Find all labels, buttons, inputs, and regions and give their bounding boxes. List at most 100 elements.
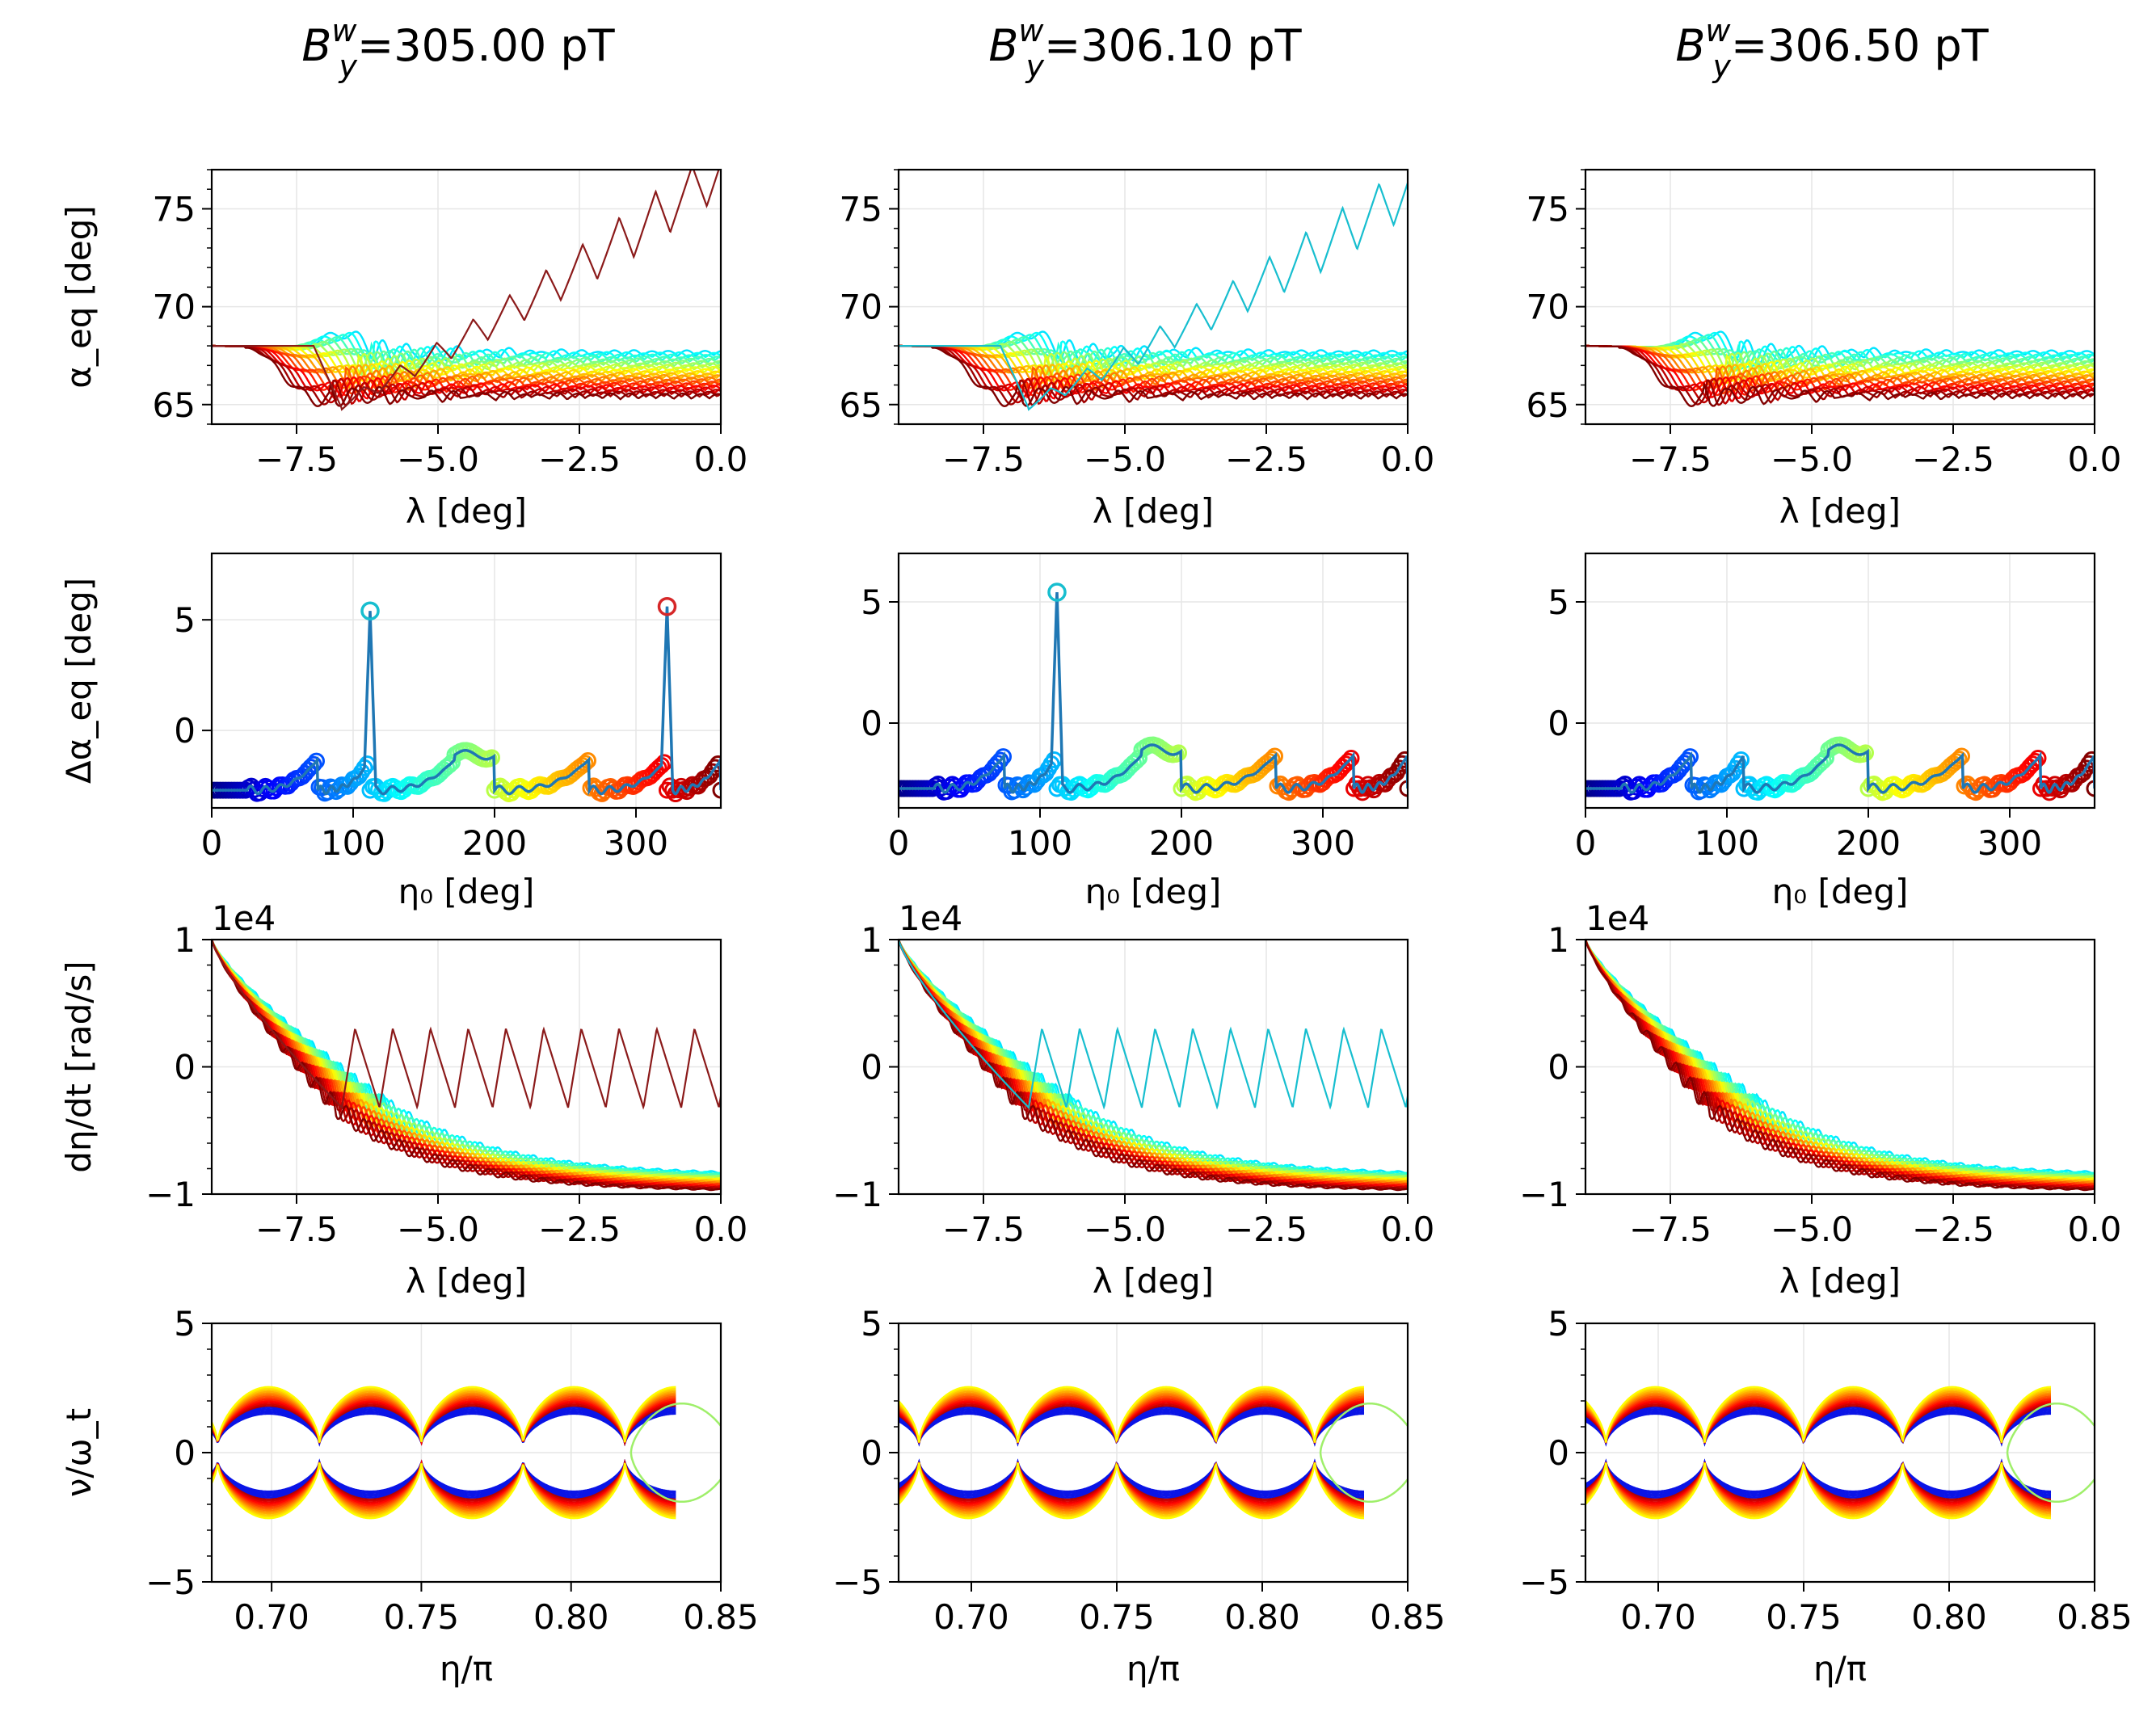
deta-dt-curve bbox=[1585, 940, 2095, 1175]
x-tick-label: −5.0 bbox=[1771, 440, 1853, 479]
plot-area bbox=[899, 583, 1408, 801]
y-tick-label: 5 bbox=[861, 583, 882, 622]
delta-alpha-point bbox=[712, 781, 721, 799]
panel-r0-c1: −7.5 −5.0 −2.5 0.0 65 70 75 λ [deg] bbox=[840, 168, 1435, 531]
x-tick-label: −2.5 bbox=[1225, 440, 1307, 479]
deta-dt-curve bbox=[1585, 940, 2095, 1176]
phase-trajectory bbox=[212, 1462, 676, 1515]
x-tick-label: 0.80 bbox=[1224, 1597, 1300, 1637]
x-tick-label: 0.0 bbox=[694, 440, 748, 479]
offset-label: 1e4 bbox=[212, 898, 276, 938]
phase-trajectory bbox=[212, 1458, 676, 1499]
x-tick-label: 0.70 bbox=[933, 1597, 1009, 1637]
phase-trajectory bbox=[212, 1458, 676, 1495]
delta-alpha-point bbox=[1125, 755, 1142, 772]
y-tick-label: 75 bbox=[153, 189, 196, 229]
y-tick-label: 65 bbox=[153, 385, 196, 425]
plot-area bbox=[1585, 736, 2095, 801]
delta-alpha-point bbox=[1393, 755, 1408, 772]
delta-alpha-line bbox=[899, 591, 1408, 794]
panel-r3-c1: 0.70 0.75 0.80 0.85 −5 0 5 η/π bbox=[832, 1304, 1446, 1689]
separatrix-loop bbox=[2006, 1452, 2095, 1504]
axes-frame bbox=[210, 168, 722, 426]
offset-label: 1e4 bbox=[1585, 898, 1649, 938]
deta-dt-curve bbox=[212, 940, 721, 1192]
phase-trajectory bbox=[212, 1400, 676, 1446]
alpha-eq-curve bbox=[212, 344, 721, 380]
x-tick-label: −2.5 bbox=[1225, 1209, 1307, 1249]
alpha-eq-curve bbox=[212, 344, 721, 406]
alpha-eq-curve bbox=[899, 344, 1408, 385]
x-tick-label: −7.5 bbox=[255, 440, 338, 479]
y-tick-label: −1 bbox=[832, 1175, 882, 1214]
x-tick-label: 0.0 bbox=[2068, 440, 2122, 479]
phase-trajectory bbox=[1585, 1462, 2051, 1520]
peak-marker bbox=[1047, 583, 1067, 602]
x-tick-label: 0 bbox=[201, 823, 223, 863]
delta-alpha-point bbox=[1399, 780, 1408, 797]
plot-area bbox=[1585, 1386, 2095, 1520]
y-tick-label: 75 bbox=[840, 189, 882, 229]
delta-alpha-point bbox=[2086, 780, 2095, 797]
x-axis-label: η/π bbox=[1126, 1649, 1180, 1689]
delta-alpha-line bbox=[212, 606, 721, 796]
x-tick-label: 100 bbox=[1695, 823, 1759, 863]
delta-alpha-point bbox=[1334, 758, 1351, 776]
column-title-1: Bw y=305.00 pT bbox=[301, 13, 615, 84]
alpha-eq-curve bbox=[899, 344, 1408, 397]
peak-marker bbox=[360, 601, 380, 620]
phase-trajectory bbox=[212, 1462, 676, 1508]
plot-area bbox=[899, 1386, 1408, 1520]
x-axis-label: η₀ [deg] bbox=[398, 872, 535, 911]
x-axis-label: λ [deg] bbox=[406, 1261, 527, 1301]
x-tick-label: −7.5 bbox=[942, 440, 1025, 479]
column-title-3: Bw y=306.50 pT bbox=[1675, 13, 1989, 84]
escaping-curve bbox=[212, 170, 720, 411]
x-axis-label: η₀ [deg] bbox=[1085, 872, 1222, 911]
x-tick-label: 0.80 bbox=[1911, 1597, 1987, 1637]
x-tick-label: 300 bbox=[1977, 823, 2042, 863]
deta-dt-curve bbox=[899, 940, 1408, 1176]
alpha-eq-curve bbox=[899, 344, 1408, 408]
y-tick-label: −1 bbox=[145, 1175, 196, 1214]
phase-trajectory bbox=[212, 1462, 676, 1510]
alpha-eq-curve bbox=[1585, 344, 2095, 405]
column-title-2: Bw y=306.10 pT bbox=[988, 13, 1302, 84]
delta-alpha-point bbox=[642, 768, 659, 785]
y-tick-label: −1 bbox=[1519, 1175, 1569, 1214]
delta-alpha-point bbox=[1342, 750, 1360, 768]
panel-r2-c0: −7.5 −5.0 −2.5 0.0 −1 0 1 λ [deg] 1e4 dη/dt [rad/… bbox=[59, 898, 747, 1301]
phase-trajectory bbox=[212, 1462, 676, 1512]
phase-trajectory bbox=[212, 1394, 676, 1443]
y-axis-label: Δα_eq [deg] bbox=[59, 578, 99, 784]
panel-r1-c1: 0 100 200 300 0 5 η₀ [deg] bbox=[861, 552, 1409, 911]
delta-alpha-point bbox=[305, 755, 322, 773]
phase-trajectory bbox=[212, 1458, 676, 1500]
plot-area bbox=[899, 940, 1408, 1192]
delta-alpha-point bbox=[1340, 752, 1357, 770]
x-tick-label: −5.0 bbox=[397, 440, 479, 479]
x-tick-label: −5.0 bbox=[1771, 1209, 1853, 1249]
y-tick-label: 5 bbox=[861, 1304, 882, 1344]
x-tick-label: −2.5 bbox=[1912, 1209, 1994, 1249]
x-tick-label: 0.70 bbox=[1620, 1597, 1696, 1637]
delta-alpha-point bbox=[706, 759, 721, 776]
phase-trajectory bbox=[212, 1392, 676, 1443]
plot-area bbox=[1585, 940, 2095, 1192]
phase-trajectory bbox=[212, 1462, 676, 1513]
phase-trajectory bbox=[212, 1462, 676, 1520]
delta-alpha-point bbox=[2027, 752, 2044, 770]
deta-dt-curve bbox=[212, 940, 721, 1175]
x-tick-label: 0.0 bbox=[1381, 440, 1435, 479]
delta-alpha-point bbox=[992, 751, 1009, 769]
y-tick-label: 0 bbox=[1548, 704, 1569, 743]
phase-trajectory bbox=[212, 1386, 676, 1443]
alpha-eq-curve bbox=[212, 344, 721, 385]
escaping-curve bbox=[212, 940, 721, 1110]
y-axis-label: α_eq [deg] bbox=[59, 205, 99, 388]
y-tick-label: 1 bbox=[861, 920, 882, 960]
axes-frame bbox=[897, 552, 1409, 810]
y-tick-label: 70 bbox=[153, 288, 196, 327]
phase-trajectory bbox=[212, 1403, 676, 1447]
deta-dt-curve bbox=[899, 940, 1408, 1175]
